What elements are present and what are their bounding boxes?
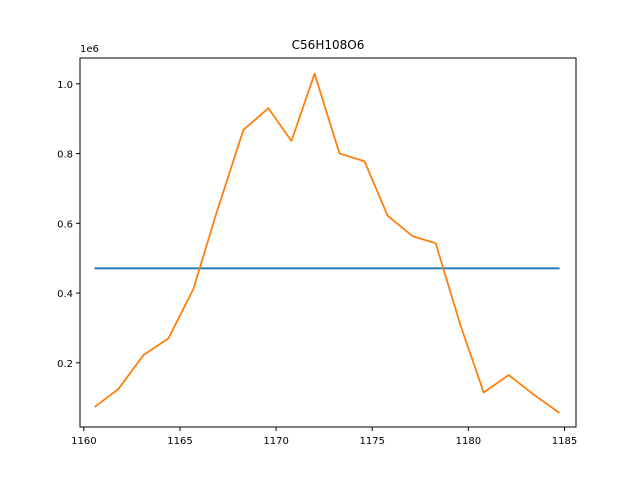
y-tick-label: 0.6 (57, 219, 73, 230)
x-tick-label: 1170 (263, 436, 288, 447)
y-tick-label: 0.4 (57, 289, 73, 300)
y-tick-label: 0.8 (57, 150, 73, 161)
series-line-2 (94, 72, 560, 414)
x-tick-label: 1185 (552, 436, 577, 447)
plot-area (94, 72, 560, 414)
axes-frame (79, 57, 577, 428)
axes: 1160 1165 1170 1175 1180 1185 0.2 0.4 0.6 0.8 1.0 (57, 57, 577, 447)
x-tick-label: 1160 (71, 436, 96, 447)
x-tick-label: 1180 (456, 436, 481, 447)
y-multiplier-label: 1e6 (80, 44, 99, 55)
y-tick-label: 1.0 (57, 80, 73, 91)
y-tick-label: 0.2 (57, 359, 73, 370)
x-tick-label: 1175 (359, 436, 384, 447)
x-tick-label: 1165 (167, 436, 192, 447)
chart-title: C56H108O6 (292, 38, 365, 52)
